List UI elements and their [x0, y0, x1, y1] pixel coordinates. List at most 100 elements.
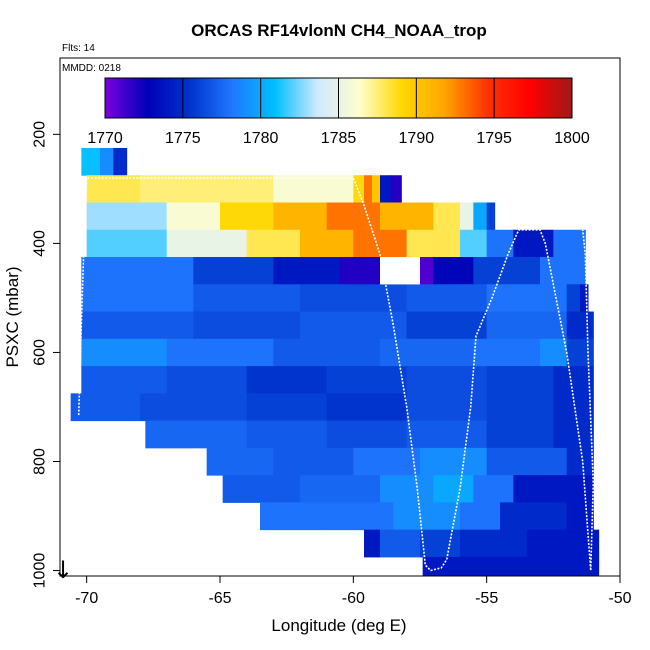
- heatmap-cell: [566, 284, 581, 313]
- heatmap-cell: [406, 393, 488, 422]
- heatmap-cell: [420, 257, 434, 285]
- heatmap-cell: [580, 284, 589, 313]
- heatmap-cell: [81, 257, 194, 285]
- colorbar-tick-label: 1790: [399, 130, 435, 147]
- heatmap-cell: [540, 257, 586, 285]
- date-label: MMDD: 0218: [62, 63, 121, 74]
- heatmap-cell: [273, 202, 328, 231]
- heatmap-cell: [364, 175, 373, 203]
- heatmap-cell: [273, 257, 341, 285]
- colorbar: 1770 1775 1780 1785 1790 1795 1800: [87, 77, 590, 147]
- flight-track-layer: [77, 177, 595, 572]
- heatmap-cell: [273, 447, 354, 476]
- heatmap-cell: [81, 284, 194, 313]
- heatmap-cell: [566, 311, 594, 340]
- heatmap-cell: [380, 175, 392, 203]
- x-axis-label: Longitude (deg E): [271, 616, 406, 635]
- heatmap-cell: [526, 529, 600, 558]
- heatmap-cell: [246, 229, 301, 258]
- heatmap-cell: [326, 393, 408, 422]
- heatmap-cell: [113, 147, 128, 176]
- colorbar-tick-label: 1795: [476, 130, 512, 147]
- heatmap-cell: [166, 202, 221, 231]
- heatmap-cell: [246, 366, 328, 394]
- heatmap-cell: [81, 338, 168, 367]
- heatmap-cell: [540, 338, 568, 367]
- heatmap-cell: [553, 229, 586, 258]
- heatmap-cell: [273, 175, 354, 203]
- heatmap-cell: [81, 366, 168, 394]
- heatmap-cell: [380, 338, 474, 367]
- heatmap-cell: [406, 311, 488, 340]
- x-axis: -70 -65 -60 -55 -50: [75, 576, 632, 607]
- y-axis: 200 400 600 800 1000: [32, 121, 60, 589]
- heatmap-cell: [326, 502, 394, 531]
- heatmap-cell: [473, 338, 541, 367]
- heatmap-cell: [140, 393, 248, 422]
- heatmap-cell: [422, 556, 541, 577]
- heatmap-cell: [166, 338, 274, 367]
- heatmap-cell: [326, 366, 408, 394]
- x-tick-label: -65: [208, 590, 231, 607]
- heatmap-cell: [273, 338, 381, 367]
- heatmap-cell: [206, 447, 274, 476]
- colorbar-tick-label: 1785: [321, 130, 357, 147]
- plot-frame: [59, 57, 621, 577]
- heatmap-cell: [145, 420, 248, 449]
- heatmap-cell: [372, 175, 381, 203]
- heatmap-cell: [222, 475, 301, 503]
- y-tick-label: 400: [32, 230, 49, 257]
- x-tick-label: -60: [342, 590, 365, 607]
- x-tick-label: -50: [608, 590, 631, 607]
- heatmap-cell: [406, 366, 488, 394]
- colorbar-tick-label: 1770: [87, 130, 123, 147]
- heatmap-cell: [100, 147, 114, 176]
- heatmap-layer: [70, 147, 600, 577]
- heatmap-cell: [486, 366, 554, 394]
- heatmap-cell: [86, 229, 168, 258]
- heatmap-cell: [473, 257, 541, 285]
- heatmap-cell: [566, 338, 594, 367]
- heatmap-cell: [81, 147, 101, 176]
- heatmap-cell: [364, 529, 381, 558]
- heatmap-cell: [406, 229, 461, 258]
- heatmap-cell: [513, 475, 594, 503]
- heatmap-cell: [246, 420, 328, 449]
- y-tick-label: 1000: [32, 553, 49, 589]
- heatmap-cell: [246, 393, 328, 422]
- heatmap-cell: [353, 229, 408, 258]
- heatmap-cell: [380, 202, 434, 231]
- heatmap-cell: [193, 311, 301, 340]
- heatmap-cell: [300, 475, 381, 503]
- heatmap-cell: [566, 447, 594, 476]
- heatmap-cell: [486, 311, 568, 340]
- y-tick-label: 200: [32, 121, 49, 148]
- heatmap-cell: [486, 284, 568, 313]
- x-tick-label: -70: [75, 590, 98, 607]
- heatmap-cell: [70, 393, 141, 422]
- heatmap-cell: [193, 284, 301, 313]
- colorbar-tick-label: 1800: [554, 130, 590, 147]
- y-axis-label: PSXC (mbar): [3, 266, 22, 367]
- y-tick-label: 800: [32, 448, 49, 475]
- heatmap-cell: [81, 311, 194, 340]
- heatmap-cell: [166, 229, 248, 258]
- colorbar-ticks: 1770 1775 1780 1785 1790 1795 1800: [87, 78, 590, 147]
- heatmap-cell: [406, 420, 488, 449]
- heatmap-cell: [500, 502, 568, 531]
- flight-track-line: [77, 177, 595, 572]
- heatmap-cell: [566, 502, 594, 531]
- heatmap-cell: [166, 366, 248, 394]
- heatmap-cell: [460, 229, 488, 258]
- heatmap-cell: [406, 284, 488, 313]
- y-tick-label: 600: [32, 339, 49, 366]
- heatmap-cell: [193, 257, 274, 285]
- heatmap-cell: [393, 502, 461, 531]
- heatmap-cell: [486, 202, 496, 231]
- heatmap-cell: [473, 475, 514, 503]
- heatmap-cell: [420, 447, 488, 476]
- heatmap-cell: [460, 529, 528, 558]
- colorbar-tick-label: 1780: [243, 130, 279, 147]
- heatmap-cell: [86, 202, 168, 231]
